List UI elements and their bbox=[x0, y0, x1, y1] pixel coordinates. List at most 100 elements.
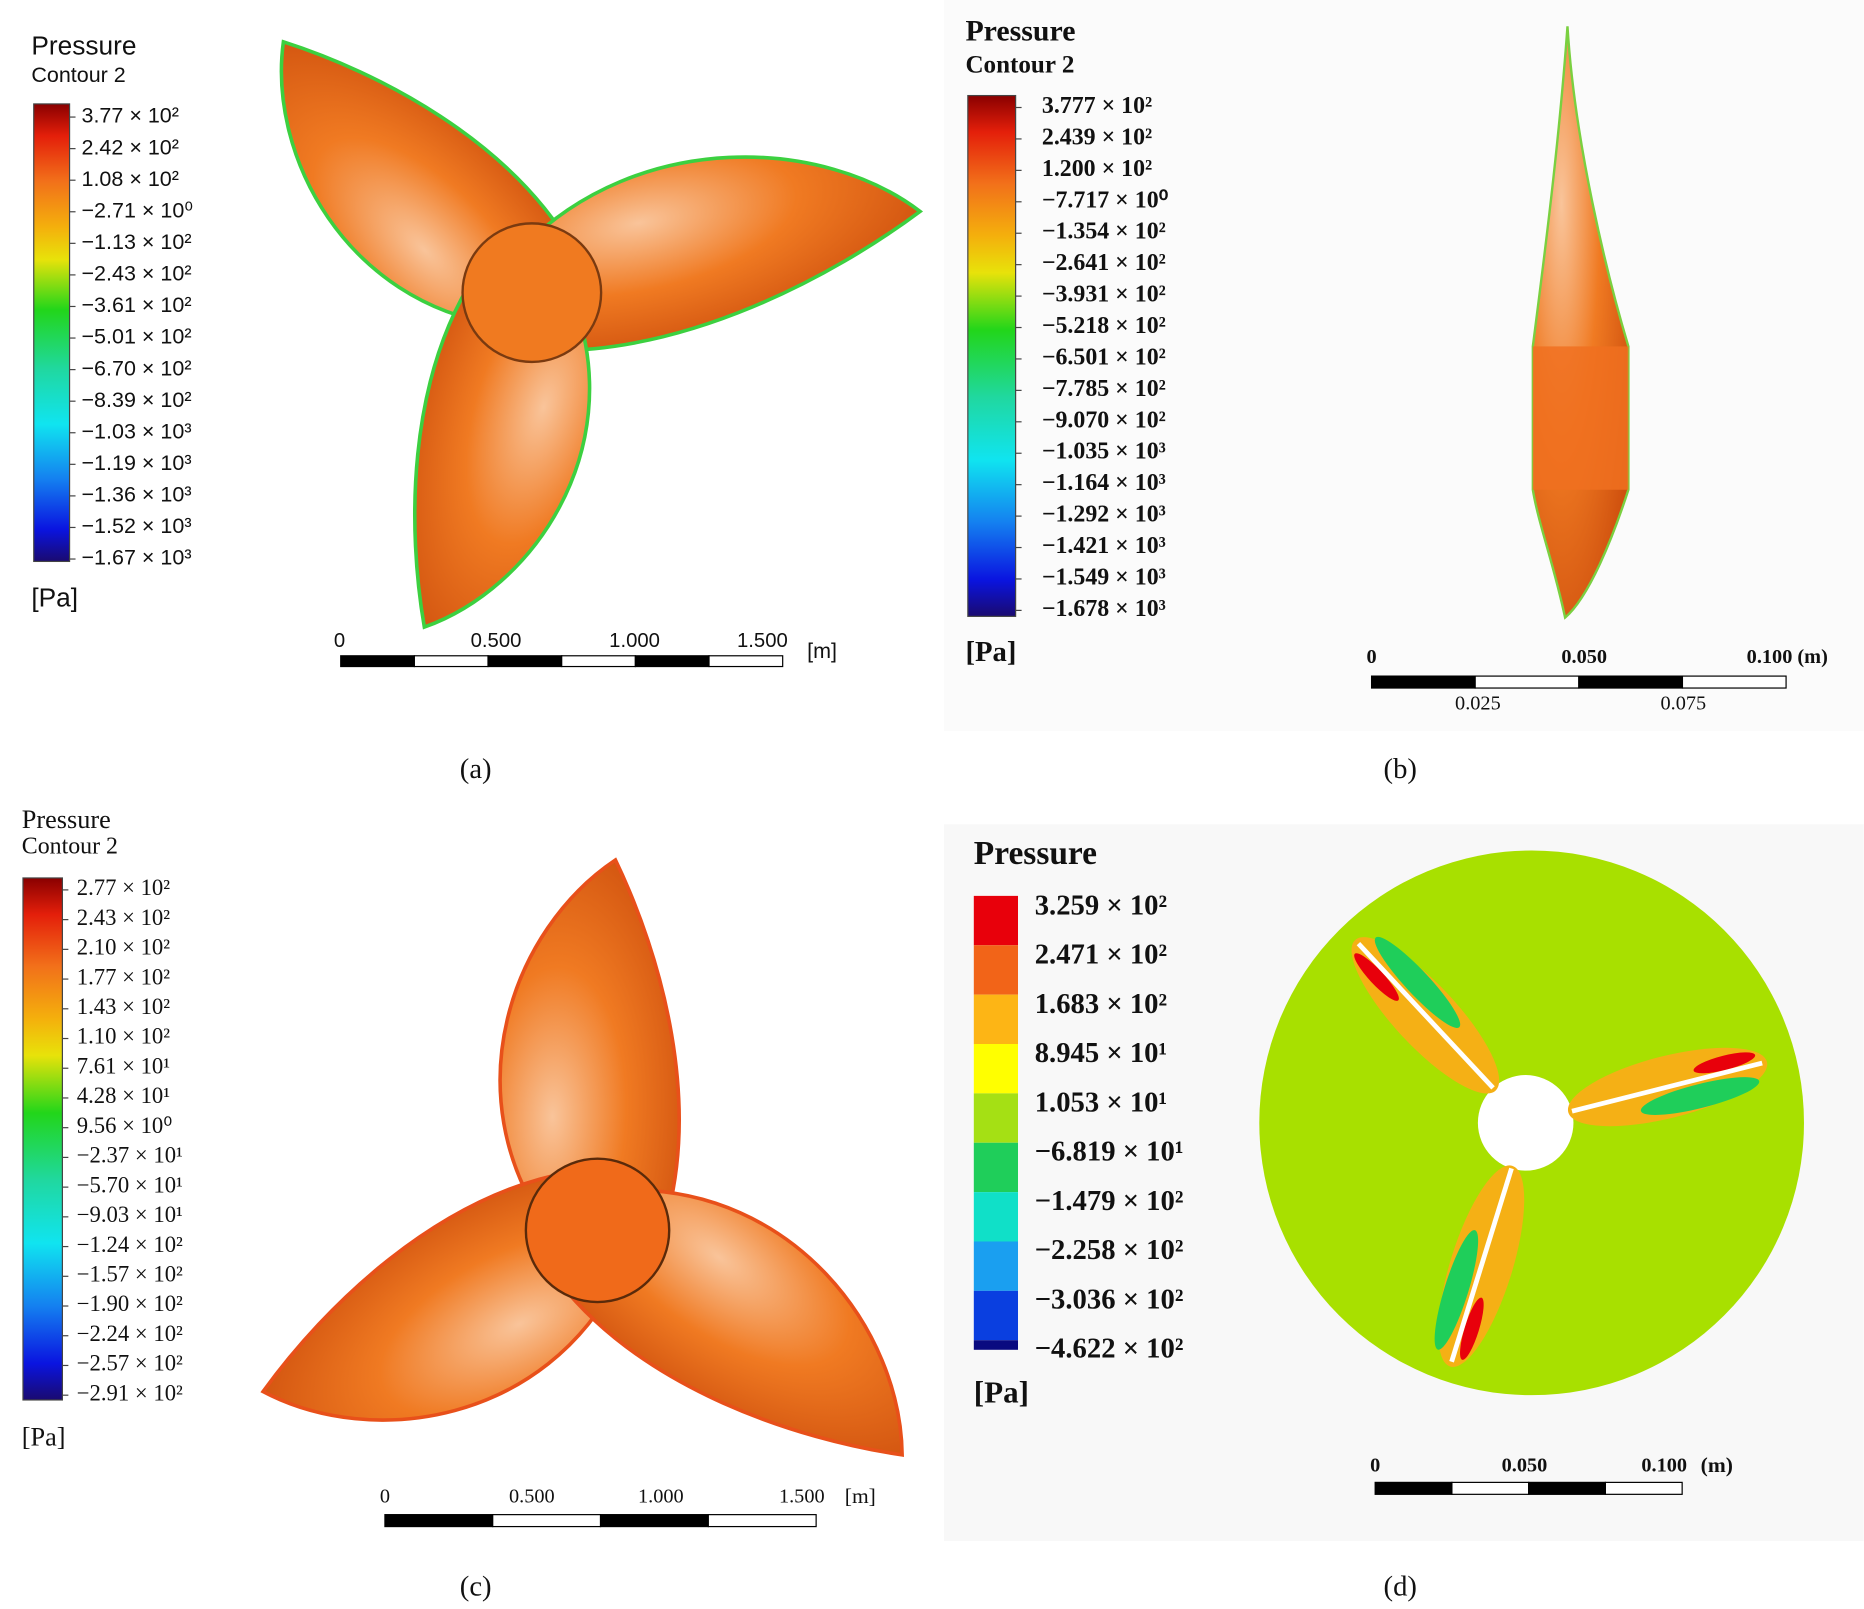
legend-label: 1.77 × 10² bbox=[77, 964, 171, 989]
scale-unit: [m] bbox=[807, 639, 837, 663]
scale-label: 0.500 bbox=[509, 1486, 555, 1508]
legend-swatch bbox=[973, 1142, 1019, 1193]
blade-line bbox=[1449, 1167, 1514, 1363]
blade-suction bbox=[1374, 936, 1461, 1028]
legend-label: −1.03 × 10³ bbox=[82, 419, 192, 443]
scale-label: 0.100 bbox=[1641, 1455, 1687, 1477]
legend-label: −6.70 × 10² bbox=[82, 356, 192, 380]
caption: (d) bbox=[1384, 1570, 1417, 1602]
legend-label: 1.200 × 10² bbox=[1042, 156, 1152, 182]
legend-label: 9.56 × 10⁰ bbox=[77, 1113, 173, 1138]
scale-label: 1.500 bbox=[737, 630, 788, 652]
legend-label: −5.218 × 10² bbox=[1042, 313, 1166, 339]
blade-peak bbox=[1354, 953, 1399, 1001]
scale-segment bbox=[634, 655, 710, 668]
scale-segment bbox=[1528, 1481, 1607, 1495]
blade-line bbox=[1356, 942, 1495, 1090]
scale-segment bbox=[1374, 1481, 1453, 1495]
colorbar bbox=[22, 877, 63, 1401]
scale-segment bbox=[487, 655, 563, 668]
blade-peak bbox=[1460, 1297, 1484, 1360]
legend-label: −1.549 × 10³ bbox=[1042, 564, 1166, 590]
unit-label: [Pa] bbox=[974, 1374, 1029, 1409]
scale-segment bbox=[1474, 675, 1580, 689]
legend-label: 2.77 × 10² bbox=[77, 875, 171, 900]
legend-label: −2.37 × 10¹ bbox=[77, 1143, 183, 1168]
legend-label: −5.70 × 10¹ bbox=[77, 1172, 183, 1197]
legend-label: 2.439 × 10² bbox=[1042, 124, 1152, 150]
legend-swatch bbox=[973, 895, 1019, 946]
legend-label: −1.57 × 10² bbox=[77, 1261, 183, 1286]
colorbar bbox=[967, 94, 1017, 617]
legend-label: 3.77 × 10² bbox=[82, 104, 179, 128]
scale-segment bbox=[599, 1514, 709, 1528]
scale-segment bbox=[1370, 675, 1476, 689]
legend-subtitle: Contour 2 bbox=[22, 834, 118, 860]
legend-title: Pressure bbox=[31, 31, 136, 61]
legend-label: −2.57 × 10² bbox=[77, 1351, 183, 1376]
scale-segment bbox=[1604, 1481, 1683, 1495]
legend-label: −9.070 × 10² bbox=[1042, 407, 1166, 433]
scale-label: 0.500 bbox=[471, 630, 522, 652]
legend-label: −1.19 × 10³ bbox=[82, 451, 192, 475]
legend-label: 1.053 × 10¹ bbox=[1035, 1086, 1167, 1118]
blade-suction bbox=[1434, 1230, 1479, 1350]
legend-label: 7.61 × 10¹ bbox=[77, 1053, 170, 1078]
legend-label: −3.036 × 10² bbox=[1035, 1283, 1184, 1315]
legend-label: −7.785 × 10² bbox=[1042, 376, 1166, 402]
legend-label: 8.945 × 10¹ bbox=[1035, 1037, 1167, 1069]
legend-label: −1.678 × 10³ bbox=[1042, 596, 1166, 622]
legend-swatch bbox=[973, 1093, 1019, 1143]
legend-label: −1.90 × 10² bbox=[77, 1291, 183, 1316]
legend-label: −2.71 × 10⁰ bbox=[82, 198, 194, 222]
legend-label: −2.258 × 10² bbox=[1035, 1234, 1184, 1266]
legend-label: 2.10 × 10² bbox=[77, 935, 171, 960]
legend-title: Pressure bbox=[22, 805, 111, 834]
legend-label: −1.67 × 10³ bbox=[82, 546, 192, 570]
legend-title: Pressure bbox=[974, 835, 1097, 872]
unit-label: [Pa] bbox=[965, 636, 1016, 668]
scale-segment bbox=[708, 655, 784, 668]
legend-label: −2.641 × 10² bbox=[1042, 250, 1166, 276]
hub-side bbox=[1532, 346, 1629, 490]
legend-label: 1.43 × 10² bbox=[77, 994, 171, 1019]
hub-hole bbox=[1477, 1075, 1574, 1171]
blade-suction bbox=[1640, 1077, 1760, 1115]
legend-label: −1.354 × 10² bbox=[1042, 219, 1166, 245]
legend-swatch bbox=[973, 1043, 1019, 1094]
caption: (b) bbox=[1384, 753, 1417, 785]
legend-label: 3.259 × 10² bbox=[1035, 889, 1167, 921]
legend-label: −1.24 × 10² bbox=[77, 1232, 183, 1257]
unit-label: [Pa] bbox=[31, 583, 78, 613]
scale-label: 0.025 bbox=[1455, 692, 1501, 714]
legend-label: 2.43 × 10² bbox=[77, 905, 171, 930]
legend-label: −3.61 × 10² bbox=[82, 293, 192, 317]
panel-bg bbox=[943, 0, 1864, 732]
blade-peak bbox=[1693, 1052, 1756, 1074]
legend-label: 1.683 × 10² bbox=[1035, 988, 1167, 1020]
legend-label: −4.622 × 10² bbox=[1035, 1333, 1184, 1365]
legend-label: −1.13 × 10² bbox=[82, 230, 192, 254]
legend-label: 2.471 × 10² bbox=[1035, 939, 1167, 971]
blade bbox=[520, 155, 924, 353]
scale-label: 0 bbox=[334, 630, 345, 652]
legend-label: −7.717 × 10⁰ bbox=[1042, 187, 1169, 213]
scale-label: 0.050 bbox=[1502, 1455, 1548, 1477]
legend-label: −1.36 × 10³ bbox=[82, 483, 192, 507]
scale-label: 0 bbox=[380, 1486, 390, 1508]
legend-label: −2.91 × 10² bbox=[77, 1380, 183, 1405]
legend-label: −8.39 × 10² bbox=[82, 388, 192, 412]
colorbar bbox=[33, 103, 71, 563]
legend-label: −2.24 × 10² bbox=[77, 1321, 183, 1346]
legend-label: 1.08 × 10² bbox=[82, 167, 179, 191]
legend-label: −3.931 × 10² bbox=[1042, 282, 1166, 308]
scale-label: 1.500 bbox=[779, 1486, 825, 1508]
legend-swatch bbox=[973, 1340, 1019, 1350]
blade bbox=[498, 857, 681, 1236]
scale-label: 0 bbox=[1367, 646, 1377, 668]
hub bbox=[461, 222, 603, 364]
scale-segment bbox=[492, 1514, 602, 1528]
legend-label: −1.52 × 10³ bbox=[82, 514, 192, 538]
legend-label: −6.819 × 10¹ bbox=[1035, 1136, 1184, 1168]
legend-swatch bbox=[973, 1192, 1019, 1242]
